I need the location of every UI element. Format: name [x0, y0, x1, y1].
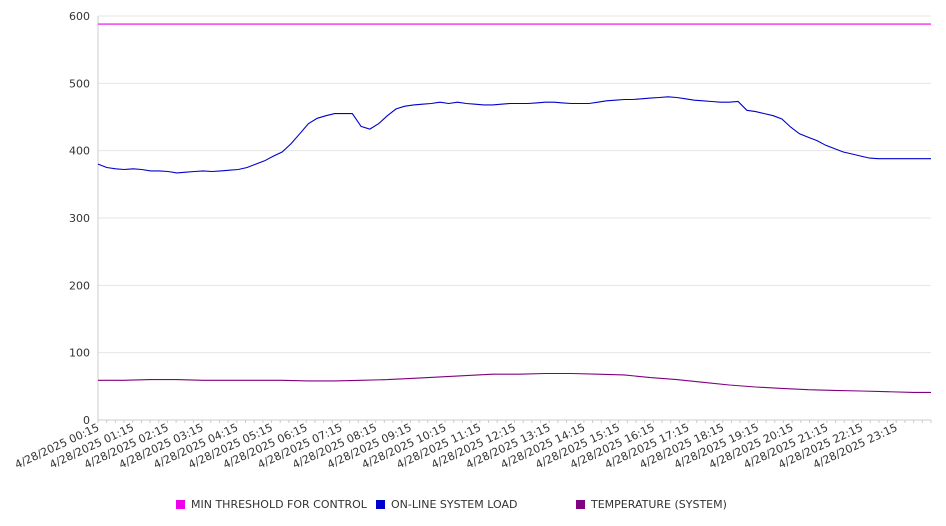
y-tick-labels: 0 100 200 300 400 500 600 — [69, 10, 90, 427]
gridlines — [98, 15, 931, 354]
legend-label: ON-LINE SYSTEM LOAD — [391, 498, 518, 511]
series-line-1 — [97, 96, 931, 174]
axes — [97, 16, 932, 423]
legend-item[interactable]: MIN THRESHOLD FOR CONTROL — [176, 498, 367, 511]
y-tick-label: 200 — [69, 279, 90, 292]
series-lines — [97, 23, 931, 393]
legend-swatch — [376, 500, 385, 509]
legend-swatch — [576, 500, 585, 509]
y-tick-label: 400 — [69, 145, 90, 158]
legend-swatch — [176, 500, 185, 509]
legend-label: TEMPERATURE (SYSTEM) — [591, 498, 727, 511]
series-line-2 — [98, 372, 931, 393]
y-tick-label: 500 — [69, 77, 90, 90]
y-tick-label: 100 — [69, 347, 90, 360]
y-tick-label: 600 — [69, 10, 90, 23]
legend-item[interactable]: TEMPERATURE (SYSTEM) — [576, 498, 727, 511]
legend: MIN THRESHOLD FOR CONTROL ON-LINE SYSTEM … — [0, 498, 946, 518]
legend-label: MIN THRESHOLD FOR CONTROL — [191, 498, 367, 511]
y-tick-label: 0 — [83, 414, 90, 427]
y-tick-label: 300 — [69, 212, 90, 225]
x-tick-labels: 4/28/2025 00:154/28/2025 01:154/28/2025 … — [13, 421, 900, 471]
legend-item[interactable]: ON-LINE SYSTEM LOAD — [376, 498, 517, 511]
